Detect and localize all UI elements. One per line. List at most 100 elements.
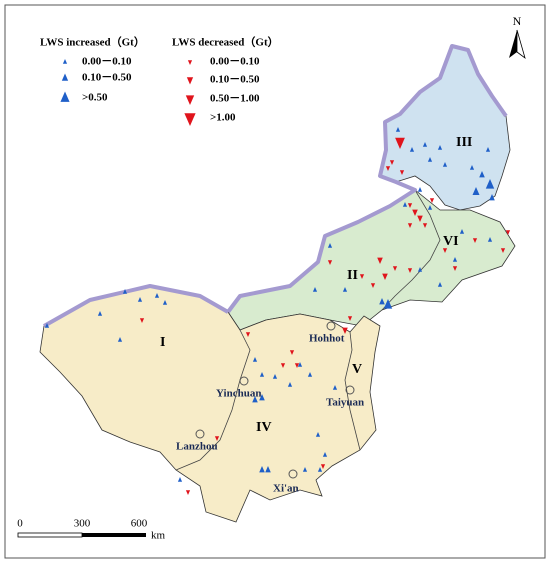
- decrease-marker: [472, 238, 478, 243]
- decrease-marker: [422, 223, 428, 228]
- increase-marker: [60, 91, 70, 102]
- region-boundary: [175, 329, 251, 471]
- decrease-marker: [412, 209, 418, 216]
- legend-label: 0.10－0.50: [210, 74, 260, 86]
- increase-marker: [317, 467, 323, 472]
- decrease-marker: [139, 318, 145, 323]
- increase-marker: [402, 202, 408, 207]
- increase-marker: [259, 466, 265, 473]
- legend-label: 0.10－0.50: [82, 72, 132, 84]
- increase-marker: [395, 127, 401, 132]
- increase-marker: [61, 73, 69, 81]
- scale-bar: [82, 533, 146, 537]
- city-label: Xi'an: [273, 483, 299, 495]
- north-label: N: [513, 14, 522, 28]
- increase-marker: [485, 147, 491, 152]
- increase-marker: [489, 194, 495, 201]
- decrease-marker: [327, 260, 333, 265]
- scale-unit: km: [151, 530, 166, 542]
- decrease-marker: [392, 266, 398, 271]
- city-marker: [195, 429, 205, 439]
- increase-marker: [452, 257, 458, 262]
- increase-marker: [437, 145, 443, 150]
- city-marker: [239, 376, 249, 386]
- city-marker: [326, 321, 336, 331]
- decrease-marker: [395, 137, 405, 149]
- increase-marker: [302, 467, 308, 472]
- decrease-marker: [245, 332, 251, 337]
- station-markers: [44, 127, 511, 495]
- decrease-marker: [407, 223, 413, 228]
- city-markers: [195, 321, 355, 479]
- increase-marker: [322, 452, 328, 457]
- decrease-marker: [187, 60, 193, 65]
- decrease-marker: [442, 248, 448, 253]
- legend-title: LWS increased（Gt）: [40, 36, 145, 49]
- increase-marker: [485, 179, 495, 189]
- increase-marker: [307, 372, 313, 377]
- increase-marker: [379, 298, 385, 305]
- legend-label: 0.00－0.10: [210, 56, 260, 68]
- decrease-marker: [407, 203, 413, 208]
- increase-marker: [315, 432, 321, 437]
- legend-label: 0.50－1.00: [210, 93, 260, 105]
- increase-marker: [312, 287, 318, 292]
- increase-marker: [442, 162, 448, 167]
- region-label: I: [160, 335, 165, 350]
- increase-marker: [427, 157, 433, 162]
- increase-marker: [62, 59, 68, 64]
- increase-marker: [272, 374, 278, 379]
- scale-label: 0: [17, 518, 23, 530]
- increase-marker: [479, 171, 485, 178]
- decrease-marker: [185, 490, 191, 495]
- increase-marker: [342, 287, 348, 292]
- legend-title: LWS decreased（Gt）: [172, 36, 279, 49]
- region-label: VI: [443, 234, 459, 249]
- increase-marker: [297, 362, 303, 367]
- increase-marker: [252, 357, 258, 362]
- region-label: II: [347, 268, 358, 283]
- increase-marker: [417, 187, 423, 192]
- decrease-marker: [500, 248, 506, 253]
- national-border: [226, 44, 508, 314]
- decrease-marker: [280, 363, 286, 368]
- region-boundary: [381, 189, 441, 311]
- region-label: IV: [256, 420, 272, 435]
- region-area: [39, 285, 381, 523]
- region-boundary: [344, 331, 361, 451]
- north-arrow: [516, 29, 526, 60]
- increase-marker: [469, 165, 475, 170]
- decrease-marker: [184, 113, 196, 126]
- national-border: [43, 284, 229, 328]
- decrease-marker: [377, 257, 383, 264]
- decrease-marker: [382, 273, 388, 280]
- increase-marker: [327, 243, 333, 248]
- city-label: Yinchuan: [216, 388, 261, 400]
- city-label: Lanzhou: [176, 441, 218, 453]
- decrease-marker: [214, 436, 220, 441]
- increase-marker: [97, 311, 103, 316]
- increase-marker: [252, 396, 258, 403]
- increase-marker: [265, 466, 271, 473]
- decrease-marker: [186, 77, 194, 85]
- increase-marker: [44, 323, 50, 328]
- city-marker: [345, 385, 355, 395]
- city-label: Hohhot: [309, 333, 345, 345]
- decrease-marker: [370, 283, 376, 288]
- increase-marker: [459, 229, 465, 234]
- city-marker: [288, 469, 298, 479]
- decrease-marker: [389, 160, 395, 165]
- increase-marker: [332, 385, 338, 390]
- increase-marker: [162, 300, 168, 305]
- increase-marker: [122, 289, 128, 294]
- increase-marker: [487, 237, 493, 242]
- increase-marker: [259, 372, 265, 377]
- scale-label: 600: [131, 518, 148, 530]
- legend-label: >0.50: [82, 92, 108, 104]
- increase-marker: [154, 293, 160, 298]
- decrease-marker: [407, 268, 413, 273]
- increase-marker: [259, 394, 265, 401]
- region-label: V: [352, 362, 362, 377]
- scale-bar: [17, 532, 83, 538]
